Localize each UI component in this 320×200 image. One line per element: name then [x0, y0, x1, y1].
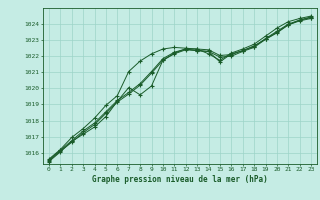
X-axis label: Graphe pression niveau de la mer (hPa): Graphe pression niveau de la mer (hPa) — [92, 175, 268, 184]
